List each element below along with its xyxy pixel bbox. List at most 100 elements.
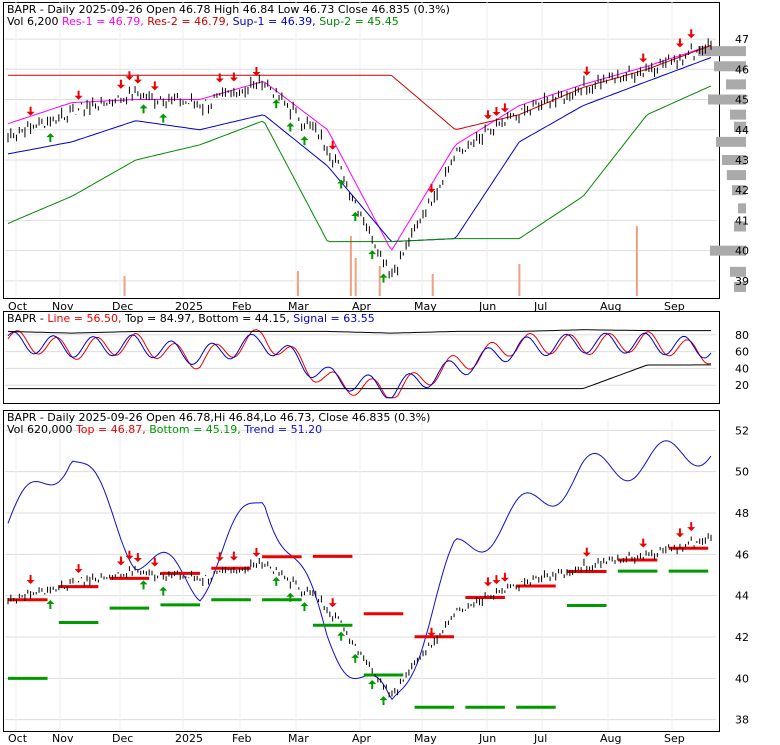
down-arrow-icon (687, 522, 696, 532)
trend-month-label: Feb (232, 732, 251, 745)
trend-top-label: Top = 46.87, (75, 423, 146, 436)
volume-bar (349, 236, 352, 296)
price-tick-label: 39 (735, 275, 749, 288)
trend-axis: 52 50 48 46 44 42 40 38 Oct Nov Dec 2025 Feb Mar Apr Ma… (8, 424, 749, 745)
down-arrow-icon (229, 72, 238, 82)
down-arrow-icon (687, 29, 696, 39)
trend-tick-label: 40 (735, 672, 749, 685)
profile-bar (722, 154, 746, 165)
month-label: Jul (533, 300, 547, 313)
oscillator-tick-label: 20 (735, 379, 749, 392)
trend-month-label: Jul (533, 732, 547, 745)
profile-bar (726, 170, 746, 181)
profile-bar (710, 245, 746, 256)
month-label: 2025 (175, 300, 203, 313)
up-arrow-icon (139, 580, 148, 590)
osc-line-label: Line = 56.50, (47, 312, 121, 325)
trend-panel-lines (7, 440, 712, 709)
price-tick-label: 47 (735, 33, 749, 46)
res2-label: Res-2 = 46.79, (147, 15, 229, 28)
up-arrow-icon (379, 273, 388, 283)
price-axis: 47 46 45 44 43 42 41 40 39 Oct Nov Dec 2025 Feb Mar Apr… (8, 33, 749, 313)
osc-symbol-label: BAPR (7, 312, 37, 325)
down-arrow-icon (492, 106, 501, 116)
month-label: Feb (232, 300, 251, 313)
down-arrow-icon (252, 66, 261, 76)
up-arrow-icon (379, 696, 388, 706)
trend-tick-label: 42 (735, 631, 749, 644)
oscillator-lines (7, 329, 712, 399)
volume-bar (431, 274, 434, 296)
month-label: Nov (52, 300, 74, 313)
volume-bar (354, 258, 357, 296)
up-arrow-icon (46, 133, 55, 143)
signal-arrows (26, 29, 696, 283)
up-arrow-icon (286, 122, 295, 132)
line-res-2 (8, 44, 712, 130)
trend-tick-label: 48 (735, 507, 749, 520)
oscillator-tick-label: 40 (735, 362, 749, 375)
profile-bar (730, 109, 746, 120)
down-arrow-icon (427, 627, 436, 637)
volume-label: Vol 6,200 (7, 15, 58, 28)
down-arrow-icon (483, 577, 492, 587)
volume-bar (378, 266, 381, 296)
volume-bar (123, 276, 126, 296)
down-arrow-icon (492, 575, 501, 585)
up-arrow-icon (351, 211, 360, 221)
price-panel-header: BAPR - Daily 2025-09-26 Open 46.78 High … (7, 3, 450, 16)
down-arrow-icon (26, 106, 35, 116)
up-arrow-icon (286, 592, 295, 602)
down-arrow-icon (125, 550, 134, 560)
trend-month-label: Apr (352, 732, 372, 745)
price-tick-label: 42 (735, 184, 749, 197)
oscillator-line (7, 329, 712, 399)
trend-tick-label: 38 (735, 714, 749, 727)
line-sup-1 (7, 57, 712, 243)
volume-bar (518, 264, 521, 296)
down-arrow-icon (215, 73, 224, 83)
trend-signal-arrows (26, 522, 696, 706)
trend-price-bars (7, 533, 712, 698)
down-arrow-icon (125, 71, 134, 81)
profile-bar (734, 281, 746, 292)
res1-label: Res-1 = 46.79, (62, 15, 144, 28)
close-label: Close 46.835 (0.3%) (338, 3, 450, 16)
trend-month-label: Mar (288, 732, 309, 745)
profile-bar (726, 79, 746, 90)
month-label: Mar (288, 300, 309, 313)
oscillator-tick-label: 80 (735, 329, 749, 342)
price-panel-legend: Vol 6,200 Res-1 = 46.79, Res-2 = 46.79, … (7, 15, 399, 28)
down-arrow-icon (500, 103, 509, 113)
trend-month-label: 2025 (175, 732, 203, 745)
down-arrow-icon (26, 575, 35, 585)
up-arrow-icon (337, 631, 346, 641)
down-arrow-icon (116, 556, 125, 566)
down-arrow-icon (150, 557, 159, 567)
oscillator-bottom (8, 364, 711, 390)
month-label: Jun (478, 300, 496, 313)
up-arrow-icon (159, 113, 168, 123)
down-arrow-icon (328, 598, 337, 608)
osc-bottom-label: Bottom = 44.15, (198, 312, 290, 325)
sup2-label: Sup-2 = 45.45 (319, 15, 399, 28)
oscillator-axis: 80 60 40 20 (735, 329, 749, 392)
trend-tick-label: 46 (735, 548, 749, 561)
trend-panel-frame (3, 410, 720, 732)
down-arrow-icon (639, 538, 648, 548)
price-panel-frame (3, 2, 720, 299)
month-label: Oct (8, 300, 28, 313)
volume-bars (123, 226, 638, 296)
price-bars (7, 38, 712, 279)
oscillator-signal (7, 331, 712, 399)
up-arrow-icon (46, 600, 55, 610)
price-panel-lines (7, 44, 712, 251)
up-arrow-icon (272, 576, 281, 586)
up-arrow-icon (300, 602, 309, 612)
profile-bar (734, 121, 746, 132)
profile-bar (698, 46, 746, 57)
down-arrow-icon (328, 140, 337, 150)
date-label: Daily 2025-09-26 (47, 3, 142, 16)
up-arrow-icon (368, 250, 377, 260)
